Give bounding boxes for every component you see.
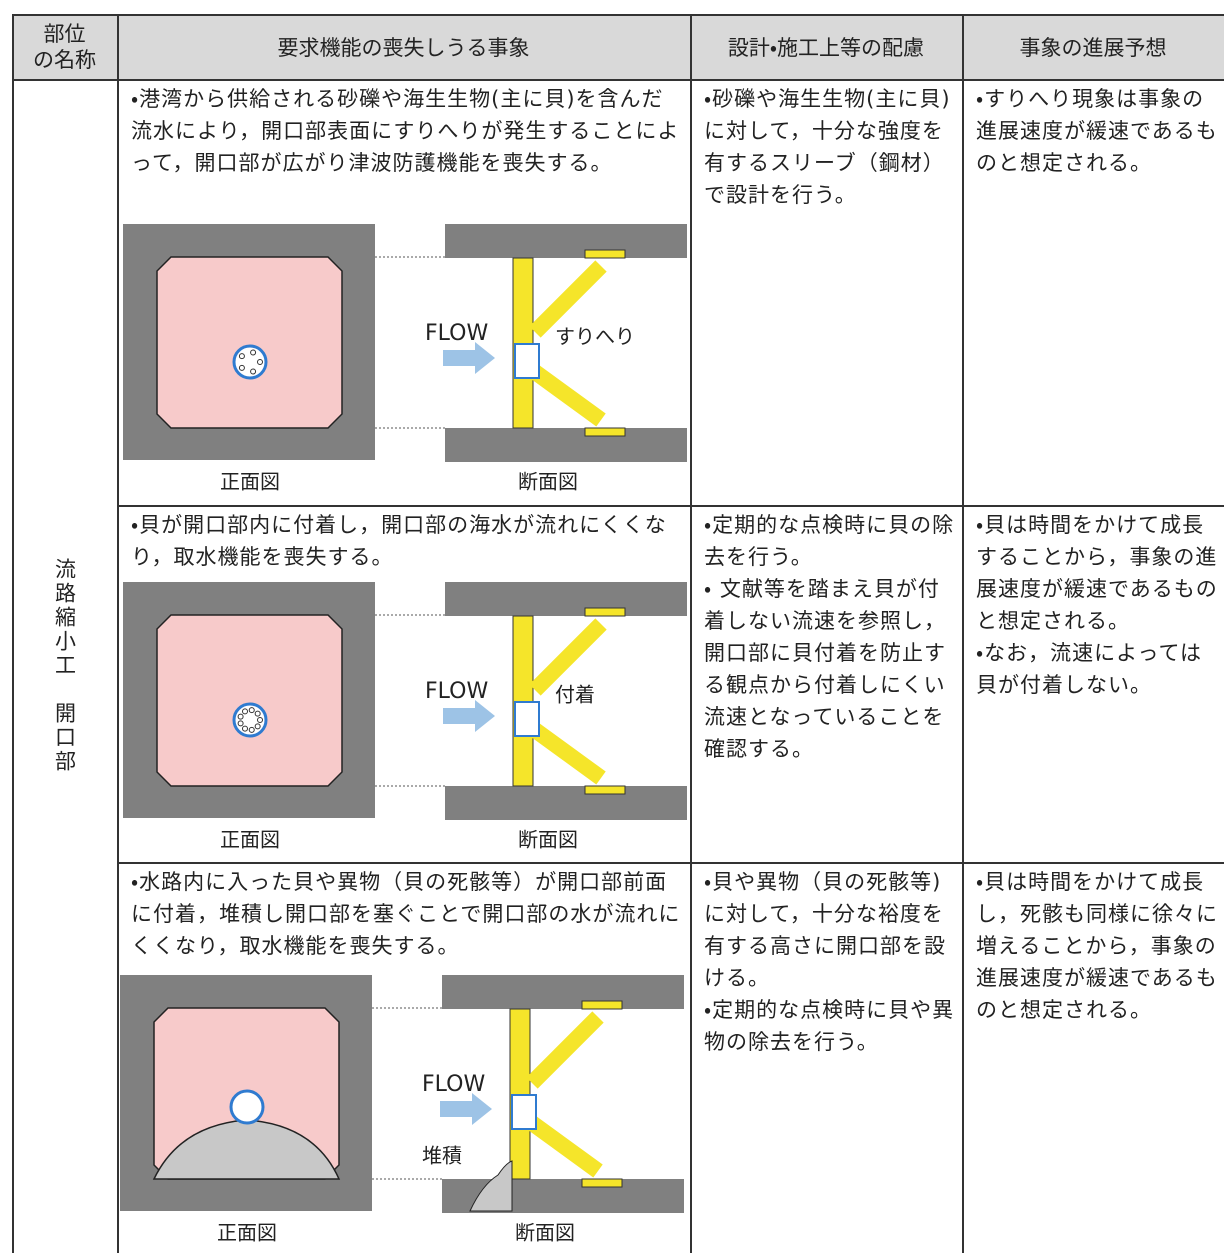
shell bbox=[237, 720, 244, 727]
table-line bbox=[12, 79, 1224, 81]
paragraph: ・なお，流速によっては貝が付着しない。 bbox=[976, 641, 1203, 697]
paragraph: ・定期的な点検時に貝や異物の除去を行う。 bbox=[704, 998, 955, 1054]
shell bbox=[248, 726, 255, 733]
brace bbox=[530, 365, 606, 427]
paragraph: ・貝は時間をかけて成長し，死骸も同様に徐々に増えることから，事象の進展速度が緩速… bbox=[976, 870, 1218, 1022]
shell bbox=[254, 710, 261, 717]
paragraph: ・すりへり現象は事象の進展速度が緩速であるものと想定される。 bbox=[976, 87, 1218, 175]
shell bbox=[242, 708, 248, 715]
header-line: の名称 bbox=[33, 47, 96, 72]
annotation: すりへり bbox=[555, 325, 635, 349]
progression-text: ・貝は時間をかけて成長し，死骸も同様に徐々に増えることから，事象の進展速度が緩速… bbox=[962, 862, 1224, 1253]
section-caption: 断面図 bbox=[518, 828, 578, 852]
design-text: ・貝や異物（貝の死骸等)に対して，十分な裕度を有する高さに開口部を設ける。・定期… bbox=[690, 862, 962, 1253]
event-text: ・水路内に入った貝や異物（貝の死骸等）が開口部前面に付着，堆積し開口部を塞ぐこと… bbox=[117, 862, 690, 1253]
table-line bbox=[117, 505, 1224, 507]
event-text: ・港湾から供給される砂礫や海生生物(主に貝)を含んだ流水により，開口部表面にすり… bbox=[117, 79, 690, 505]
paragraph: ・水路内に入った貝や異物（貝の死骸等）が開口部前面に付着，堆積し開口部を塞ぐこと… bbox=[131, 870, 681, 958]
flow-arrow bbox=[443, 342, 495, 374]
design-text: ・定期的な点検時に貝の除去を行う。・ 文献等を踏まえ貝が付着しない流速を参照し，… bbox=[690, 505, 962, 862]
shell bbox=[257, 359, 263, 365]
event-text: ・貝が開口部内に付着し，開口部の海水が流れにくくなり，取水機能を喪失する。 bbox=[117, 505, 690, 862]
part-name: 流路縮小工 開口部 bbox=[52, 558, 77, 774]
paragraph: ・貝は時間をかけて成長することから，事象の進展速度が緩速であるものと想定される。 bbox=[976, 513, 1218, 633]
section-caption: 断面図 bbox=[518, 470, 578, 494]
annotation: 付着 bbox=[555, 683, 595, 707]
paragraph: ・港湾から供給される砂礫や海生生物(主に貝)を含んだ流水により，開口部表面にすり… bbox=[131, 87, 680, 175]
section-caption: 断面図 bbox=[515, 1221, 575, 1245]
table-line bbox=[117, 14, 119, 1253]
flow-label: FLOW bbox=[422, 1072, 485, 1097]
shell bbox=[254, 723, 261, 730]
shell bbox=[237, 713, 244, 720]
table-line bbox=[12, 14, 1224, 16]
base-plate bbox=[581, 1000, 623, 1010]
slab-bottom bbox=[445, 428, 687, 462]
table-line bbox=[12, 14, 14, 1253]
paragraph: ・貝や異物（貝の死骸等)に対して，十分な裕度を有する高さに開口部を設ける。 bbox=[704, 870, 946, 990]
sleeve-section bbox=[514, 701, 540, 737]
flow-arrow bbox=[440, 1093, 492, 1125]
sleeve-section bbox=[514, 343, 540, 379]
brace bbox=[530, 723, 606, 785]
slab-top bbox=[445, 224, 687, 258]
paragraph: ・定期的な点検時に貝の除去を行う。 bbox=[704, 513, 955, 569]
base-plate bbox=[581, 1178, 623, 1188]
base-plate bbox=[584, 785, 626, 795]
front-caption: 正面図 bbox=[220, 828, 280, 852]
shell bbox=[250, 349, 257, 356]
front-caption: 正面図 bbox=[217, 1221, 277, 1245]
slab-top bbox=[445, 582, 687, 616]
base-plate bbox=[584, 607, 626, 617]
progression-text: ・貝は時間をかけて成長することから，事象の進展速度が緩速であるものと想定される。… bbox=[962, 505, 1224, 862]
brace bbox=[529, 618, 607, 696]
header-cell: 部位 の名称 bbox=[12, 14, 117, 79]
design-text: ・砂礫や海生生物(主に貝)に対して，十分な強度を有するスリーブ（鋼材）で設計を行… bbox=[690, 79, 962, 505]
table-line bbox=[962, 14, 964, 1253]
header-cell: 要求機能の喪失しうる事象 bbox=[117, 14, 690, 79]
opening bbox=[156, 256, 343, 429]
flow-label: FLOW bbox=[425, 679, 488, 704]
table-line bbox=[690, 14, 692, 1253]
front-caption: 正面図 bbox=[220, 470, 280, 494]
opening bbox=[156, 614, 343, 787]
shell bbox=[257, 717, 263, 723]
shell bbox=[238, 353, 245, 360]
paragraph: ・砂礫や海生生物(主に貝)に対して，十分な強度を有するスリーブ（鋼材）で設計を行… bbox=[704, 87, 951, 207]
sleeve-section bbox=[511, 1094, 537, 1130]
paragraph: ・貝が開口部内に付着し，開口部の海水が流れにくくなり，取水機能を喪失する。 bbox=[131, 513, 667, 569]
brace bbox=[529, 260, 607, 338]
shell bbox=[238, 364, 245, 371]
annotation: 堆積 bbox=[422, 1144, 462, 1168]
brace bbox=[527, 1116, 603, 1178]
base-plate bbox=[584, 427, 626, 437]
shell bbox=[242, 725, 248, 732]
shell bbox=[248, 707, 255, 714]
slab-bottom bbox=[445, 786, 687, 820]
slab-top bbox=[442, 975, 684, 1009]
flow-arrow bbox=[443, 700, 495, 732]
progression-text: ・すりへり現象は事象の進展速度が緩速であるものと想定される。 bbox=[962, 79, 1224, 505]
flow-label: FLOW bbox=[425, 321, 488, 346]
header-cell: 設計・施工上等の配慮 bbox=[690, 14, 962, 79]
paragraph: ・ 文献等を踏まえ貝が付着しない流速を参照し，開口部に貝付着を防止する観点から付… bbox=[704, 577, 946, 761]
base-plate bbox=[584, 249, 626, 259]
table-line bbox=[117, 862, 1224, 864]
brace bbox=[526, 1011, 604, 1089]
header-cell: 事象の進展予想 bbox=[962, 14, 1224, 79]
deposit bbox=[469, 1160, 513, 1212]
sleeve-front bbox=[229, 1089, 265, 1125]
header-line: 部位 bbox=[43, 21, 86, 46]
shell bbox=[250, 368, 257, 375]
